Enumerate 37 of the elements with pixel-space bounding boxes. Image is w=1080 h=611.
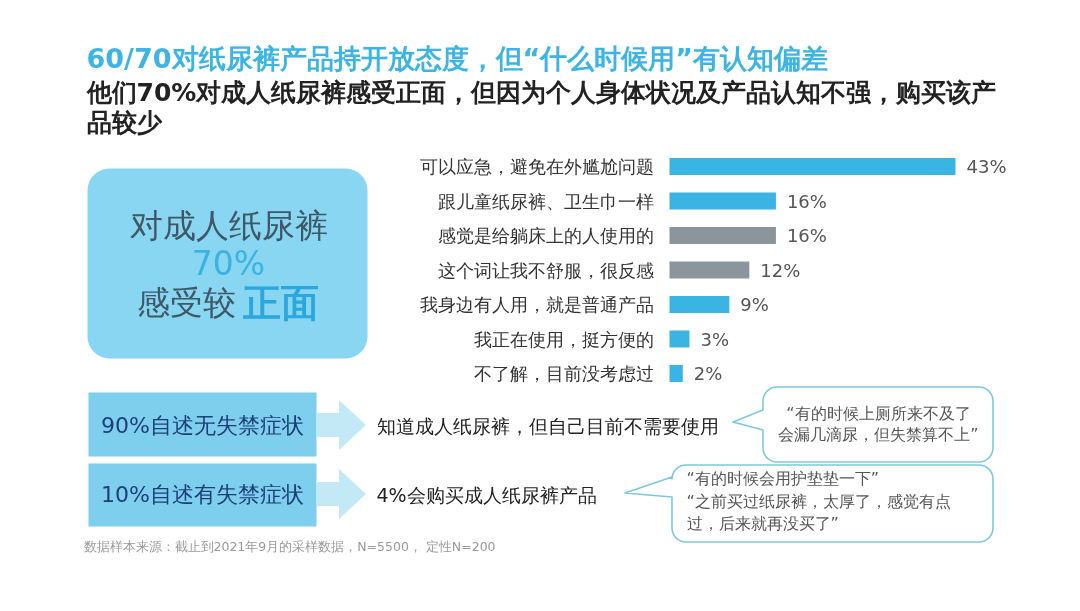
- bar: [669, 192, 776, 210]
- chart-subtitle: 他们70%对成人纸尿裤感受正面，但因为个人身体状况及产品认知不强，购买该产品较少: [85, 78, 997, 137]
- y-tick-label: 不了解，目前没考虑过: [473, 363, 654, 384]
- data-label: 43%: [966, 156, 1007, 177]
- text: 过，后来就再没买了”: [686, 514, 839, 533]
- y-tick-label: 可以应急，避免在外尴尬问题: [419, 156, 654, 177]
- y-tick-label: 我正在使用，挺方便的: [473, 328, 654, 350]
- y-tick-label: 跟儿童纸尿裤、卫生巾一样: [437, 190, 654, 212]
- bar: [669, 365, 683, 382]
- text: 感受较: [136, 283, 236, 322]
- text: 4%会购买成人纸尿裤产品: [376, 483, 597, 506]
- text: 90%自述无失禁症状: [101, 413, 304, 438]
- text: “之前买过纸尿裤，太厚了，感觉有点: [686, 492, 951, 511]
- chart-title: 60/70对纸尿裤产品持开放态度，但“什么时候用”有认知偏差: [86, 43, 828, 74]
- text: 对成人纸尿裤: [129, 206, 328, 245]
- data-label: 16%: [786, 190, 827, 212]
- bar: [669, 296, 730, 313]
- text: 70%: [191, 244, 266, 283]
- bar: [669, 227, 776, 244]
- data-label: 12%: [760, 259, 801, 281]
- data-label: 2%: [693, 363, 723, 384]
- data-label: 9%: [740, 294, 769, 315]
- text: “有的时候会用护垫垫一下”: [686, 469, 880, 488]
- text: 知道成人纸尿裤，但自己目前不需要使用: [376, 414, 719, 437]
- bar: [669, 158, 956, 175]
- text: “有的时候上厕所来不及了: [786, 404, 971, 423]
- y-tick-label: 这个词让我不舒服，很反感: [437, 259, 654, 281]
- text: 会漏几滴尿，但失禁算不上”: [778, 425, 979, 444]
- text: 数据样本来源：截止到2021年9月的采样数据，N=5500， 定性N=200: [83, 539, 496, 554]
- text: 10%自述有失禁症状: [101, 482, 304, 507]
- text: 正面: [242, 280, 319, 325]
- bar: [669, 330, 690, 348]
- y-tick-label: 我身边有人用，就是普通产品: [419, 294, 654, 315]
- y-tick-label: 感觉是给躺床上的人使用的: [437, 225, 654, 246]
- bar: [669, 261, 750, 279]
- data-label: 3%: [700, 328, 730, 350]
- data-label: 16%: [786, 225, 827, 246]
